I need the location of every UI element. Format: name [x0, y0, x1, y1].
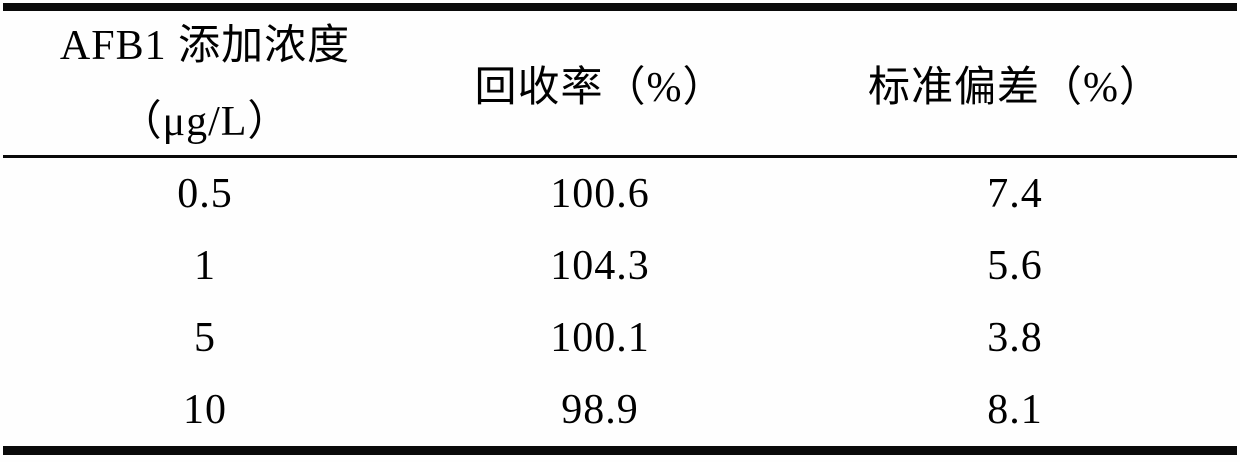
table-header-row: AFB1 添加浓度 （μg/L） 回收率（%） 标准偏差（%）	[0, 11, 1240, 155]
table-row: 0.5 100.6 7.4	[0, 158, 1240, 230]
header-concentration-label: AFB1 添加浓度	[59, 23, 351, 69]
cell-concentration: 5	[194, 315, 216, 361]
cell-stddev: 8.1	[987, 387, 1043, 433]
cell-recovery: 104.3	[550, 243, 650, 289]
table-row: 1 104.3 5.6	[0, 230, 1240, 302]
cell-recovery: 100.1	[550, 315, 650, 361]
table-header-rule	[3, 155, 1237, 158]
cell-concentration: 1	[194, 243, 216, 289]
table-row: 10 98.9 8.1	[0, 374, 1240, 446]
cell-stddev: 5.6	[987, 243, 1043, 289]
table-row: 5 100.1 3.8	[0, 302, 1240, 374]
table-bottom-rule	[3, 446, 1237, 455]
cell-stddev: 3.8	[987, 315, 1043, 361]
cell-stddev: 7.4	[987, 171, 1043, 217]
header-concentration-unit: （μg/L）	[119, 98, 291, 145]
cell-recovery: 98.9	[561, 387, 639, 433]
header-recovery-rate: 回收率（%）	[474, 64, 726, 111]
cell-recovery: 100.6	[550, 171, 650, 217]
table-top-rule	[3, 3, 1237, 11]
cell-concentration: 10	[183, 387, 227, 433]
header-concentration: AFB1 添加浓度 （μg/L）	[0, 11, 410, 155]
cell-concentration: 0.5	[177, 171, 233, 217]
header-standard-deviation: 标准偏差（%）	[868, 64, 1162, 111]
